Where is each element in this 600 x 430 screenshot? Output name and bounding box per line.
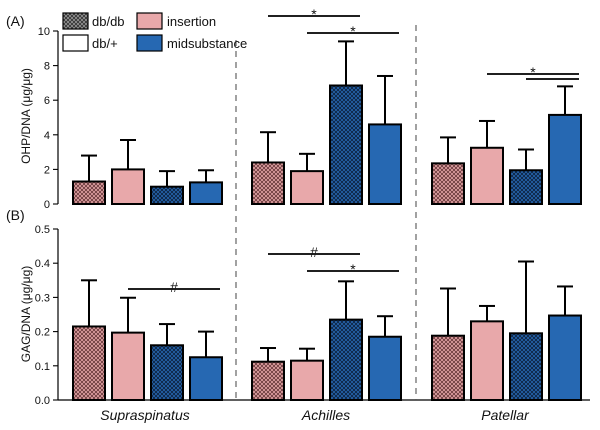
significance-marker: # [170, 279, 178, 295]
bar-achilles-1-a [290, 170, 324, 206]
legend-label-dbdb: db/db [92, 14, 125, 29]
bar-supraspinatus-2-b [150, 344, 184, 401]
bar-supraspinatus-0-a [72, 180, 106, 205]
legend-swatch-dbdb [62, 12, 89, 30]
y-tick-label-a: 2 [44, 164, 50, 176]
bar-supraspinatus-3-b [189, 356, 223, 401]
bar-patellar-0-b [431, 334, 465, 402]
significance-marker: # [310, 244, 318, 260]
panel-label-b: (B) [6, 207, 25, 223]
y-tick-label-a: 0 [44, 199, 50, 211]
y-tick-label-b: 0.4 [35, 258, 50, 270]
legend-swatch-dbplus [62, 34, 89, 52]
legend-label-midsubstance: midsubstance [167, 36, 247, 51]
y-tick-label-b: 0.1 [35, 361, 50, 373]
bar-achilles-3-a [368, 123, 402, 205]
x-label-achilles: Achilles [301, 407, 350, 423]
x-label-supraspinatus: Supraspinatus [100, 407, 190, 423]
bar-patellar-1-a [470, 146, 504, 205]
bar-achilles-1-b [290, 359, 324, 402]
y-tick-label-a: 10 [38, 26, 50, 38]
y-tick-label-a: 8 [44, 61, 50, 73]
bar-supraspinatus-1-a [111, 168, 145, 205]
y-tick-label-b: 0.2 [35, 327, 50, 339]
bar-achilles-3-b [368, 335, 402, 402]
bar-achilles-2-b [329, 318, 363, 402]
panel-label-a: (A) [6, 13, 25, 29]
bar-patellar-2-a [509, 169, 543, 205]
bar-supraspinatus-3-a [189, 181, 223, 205]
y-tick-label-b: 0.0 [35, 395, 50, 407]
y-ticks-b: 0.0 0.1 0.2 0.3 0.4 0.5 [35, 224, 58, 407]
significance-marker: * [530, 64, 536, 80]
bar-patellar-1-b [470, 320, 504, 401]
legend-label-insertion: insertion [167, 14, 216, 29]
bar-patellar-2-b [509, 332, 543, 401]
y-tick-label-b: 0.5 [35, 224, 50, 236]
bar-achilles-2-a [329, 84, 363, 205]
y-axis-title-b: GAG/DNA (μg/μg) [19, 266, 33, 363]
bars-panel-b [72, 260, 582, 402]
bar-supraspinatus-2-a [150, 185, 184, 205]
legend: db/db insertion db/+ midsubstance [62, 12, 247, 52]
bar-achilles-0-a [251, 161, 285, 205]
x-label-patellar: Patellar [481, 407, 530, 423]
significance-marker: * [350, 261, 356, 277]
bar-achilles-0-b [251, 360, 285, 402]
bar-supraspinatus-0-b [72, 325, 106, 401]
y-tick-label-b: 0.3 [35, 292, 50, 304]
significance-b: # # * [128, 244, 399, 295]
bar-supraspinatus-1-b [111, 331, 145, 402]
y-tick-label-a: 6 [44, 95, 50, 107]
significance-marker: * [311, 6, 317, 22]
bar-patellar-3-a [548, 113, 582, 205]
y-axis-title-a: OHP/DNA (μg/μg) [19, 68, 33, 164]
bar-patellar-0-a [431, 162, 465, 205]
bar-patellar-3-b [548, 314, 582, 401]
y-tick-label-a: 4 [44, 130, 50, 142]
bars-panel-a [72, 40, 582, 206]
significance-marker: * [350, 23, 356, 39]
legend-swatch-midsubstance [136, 34, 163, 52]
legend-swatch-insertion [136, 12, 163, 30]
y-ticks-a: 0 2 4 6 8 10 [38, 26, 58, 211]
significance-a: * * * [268, 6, 579, 80]
legend-label-dbplus: db/+ [92, 36, 118, 51]
